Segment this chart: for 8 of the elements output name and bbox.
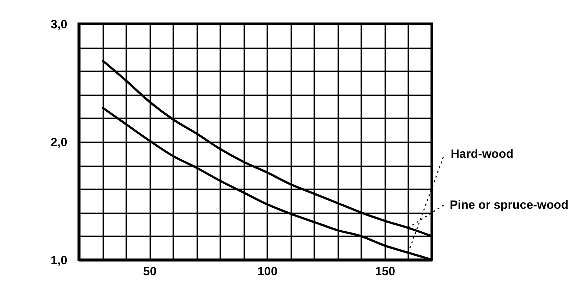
text: Hard-wood <box>451 147 514 161</box>
text: Pine or spruce-wood <box>450 198 568 212</box>
y-tick-label: 1,0 <box>50 254 68 268</box>
y-tick-label: 2,0 <box>50 136 68 150</box>
x-tick-label: 100 <box>258 264 278 278</box>
x-tick-label: 150 <box>375 264 396 278</box>
y-tick-label: 3,0 <box>50 18 68 32</box>
x-tick-label: 50 <box>143 264 158 278</box>
